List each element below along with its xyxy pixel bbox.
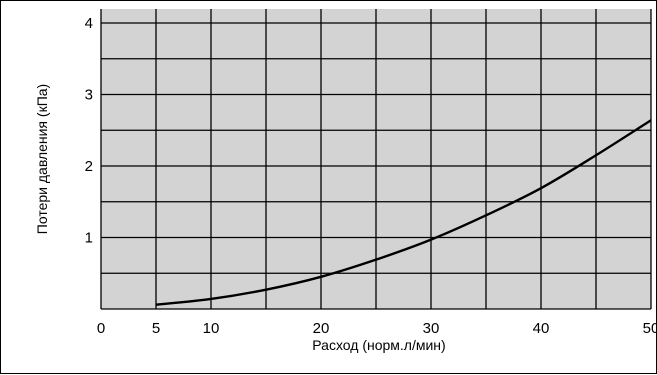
x-tick-label: 50 [643,320,657,337]
y-tick-label: 2 [85,158,93,175]
x-tick-label: 20 [313,320,330,337]
series-layer [155,119,652,306]
y-tick-label: 1 [85,230,93,247]
y-tick-label: 4 [85,15,93,32]
y-axis-label: Потери давления (кПа) [34,84,50,234]
grid [100,9,652,310]
x-tick-label: 40 [533,320,550,337]
x-tick-label: 10 [203,320,220,337]
x-axis-label: Расход (норм.л/мин) [312,337,445,353]
x-tick-label: 5 [152,320,160,337]
x-tick-label: 0 [97,320,105,337]
series-line [155,119,652,306]
y-tick-label: 3 [85,87,93,104]
tick-labels: 0 5 10 20 30 40 50 1 2 3 4 [85,15,657,337]
x-tick-label: 30 [423,320,440,337]
